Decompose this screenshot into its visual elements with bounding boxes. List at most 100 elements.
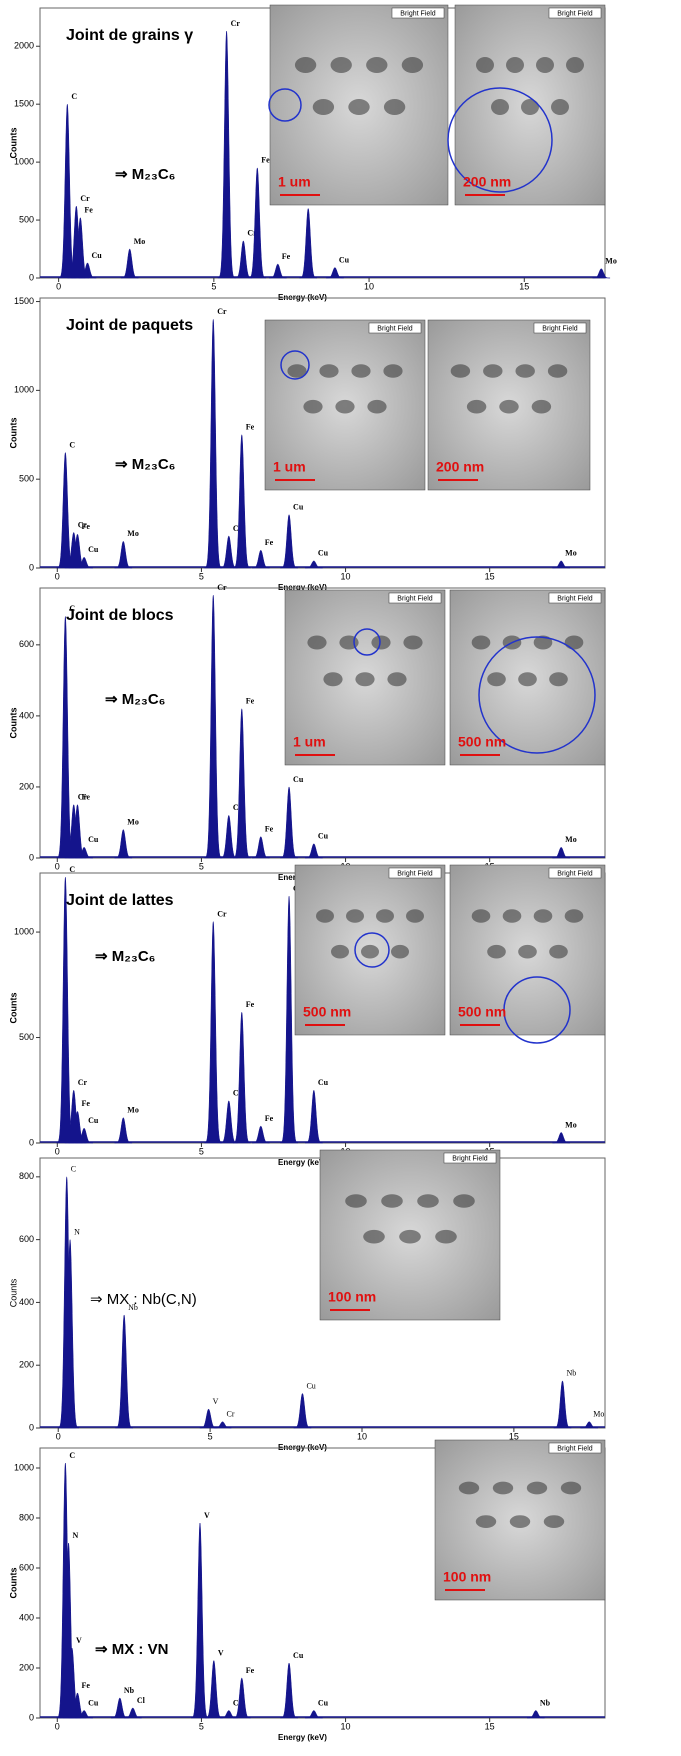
precipitate [323, 672, 343, 687]
highlight-circle [354, 932, 390, 968]
peak [232, 1011, 251, 1144]
y-tick-label: 500 [19, 214, 34, 224]
scale-bar-label: 1 um [273, 459, 306, 475]
precipitate [536, 57, 554, 73]
peak-label: Cr [78, 520, 88, 529]
precipitate [453, 1194, 475, 1208]
precipitate [564, 909, 584, 923]
y-tick-label: 1000 [14, 1462, 34, 1472]
y-tick-label: 400 [19, 1612, 34, 1622]
label-box [388, 592, 442, 604]
precipitate [387, 672, 407, 687]
scale-bar-label: 500 nm [303, 1004, 351, 1020]
precipitate [417, 1194, 439, 1208]
precipitate [367, 399, 387, 414]
x-tick-label: 0 [55, 1721, 60, 1731]
peak-label: Cr [247, 229, 257, 238]
peak-label: C [71, 92, 77, 101]
annotation: ⇒ M₂₃C₆ [115, 456, 175, 473]
peak [248, 167, 267, 279]
peak [204, 1660, 223, 1719]
peak-label: Cr [78, 1078, 88, 1087]
precipitate [345, 1194, 367, 1208]
image-label: Bright Field [557, 10, 593, 17]
annotation: ⇒ MX : VN [95, 1641, 168, 1658]
peak-label: Cu [306, 1381, 315, 1390]
x-tick-label: 10 [364, 281, 374, 291]
x-tick-label: 0 [55, 861, 60, 871]
scale-bar-label: 200 nm [436, 459, 484, 475]
peak [114, 829, 133, 859]
peak [553, 1380, 572, 1429]
y-tick-label: 200 [19, 781, 34, 791]
peak [114, 1117, 133, 1144]
y-axis-label: Counts [8, 1568, 18, 1599]
peak-label: Mo [605, 257, 617, 266]
peak-label: Fe [265, 1114, 274, 1123]
panel-title: Joint de grains γ [66, 27, 193, 44]
peak-label: Mo [127, 817, 139, 826]
peak [190, 1522, 210, 1719]
x-tick-label: 10 [341, 1721, 351, 1731]
peak-label: Mo [565, 549, 577, 558]
x-tick-label: 15 [485, 1721, 495, 1731]
peak [251, 836, 270, 859]
peak-label: Cu [293, 503, 304, 512]
peak-label: Cr [233, 1089, 243, 1098]
peak [75, 557, 94, 569]
peak-label: Cu [88, 835, 99, 844]
y-tick-label: 400 [19, 710, 34, 720]
precipitate [303, 399, 323, 414]
peak-label: C [71, 1165, 76, 1174]
x-tick-label: 5 [199, 571, 204, 581]
y-tick-label: 0 [29, 272, 34, 282]
precipitate [406, 909, 424, 923]
precipitate [312, 99, 335, 115]
y-tick-label: 1500 [14, 99, 34, 109]
peak [204, 921, 223, 1144]
x-tick-label: 0 [56, 1431, 61, 1441]
precipitate [483, 364, 503, 378]
peak [280, 514, 299, 569]
precipitate [499, 399, 519, 414]
peak-label: Cr [217, 307, 227, 316]
peak-label: Cu [339, 255, 350, 264]
highlight-circle [503, 976, 571, 1044]
peak-label: Fe [81, 1099, 90, 1108]
precipitate [294, 57, 317, 73]
precipitate [543, 1515, 565, 1528]
peak-label: Cr [227, 1410, 235, 1419]
peak [552, 847, 571, 859]
x-tick-label: 0 [55, 1146, 60, 1156]
peak-label: Nb [566, 1369, 576, 1378]
peak-label: Cr [217, 909, 227, 918]
y-tick-label: 500 [19, 474, 34, 484]
scale-bar-label: 100 nm [328, 1289, 376, 1305]
precipitate [566, 57, 584, 73]
y-tick-label: 600 [19, 1562, 34, 1572]
y-axis-label: Counts [8, 1278, 18, 1307]
precipitate [335, 399, 355, 414]
precipitate [316, 909, 334, 923]
precipitate [551, 99, 569, 115]
image-label: Bright Field [377, 325, 413, 332]
peak-label: C [69, 440, 75, 449]
peak-label: Cu [88, 1116, 99, 1125]
precipitate [435, 1229, 457, 1244]
y-tick-label: 800 [19, 1171, 34, 1181]
peak [120, 248, 139, 279]
peak-label: C [69, 865, 75, 874]
precipitate [366, 57, 388, 73]
precipitate [355, 672, 375, 687]
annotation: ⇒ M₂₃C₆ [105, 691, 165, 708]
peak [304, 843, 323, 859]
precipitate [491, 99, 509, 115]
peak-label: Cu [318, 1078, 329, 1087]
peak-label: Cr [233, 524, 243, 533]
peak [592, 268, 611, 279]
peak-label: Fe [246, 423, 255, 432]
precipitate [331, 944, 349, 959]
peak [251, 1125, 270, 1144]
highlight-circle [280, 350, 310, 380]
y-tick-label: 800 [19, 1512, 34, 1522]
